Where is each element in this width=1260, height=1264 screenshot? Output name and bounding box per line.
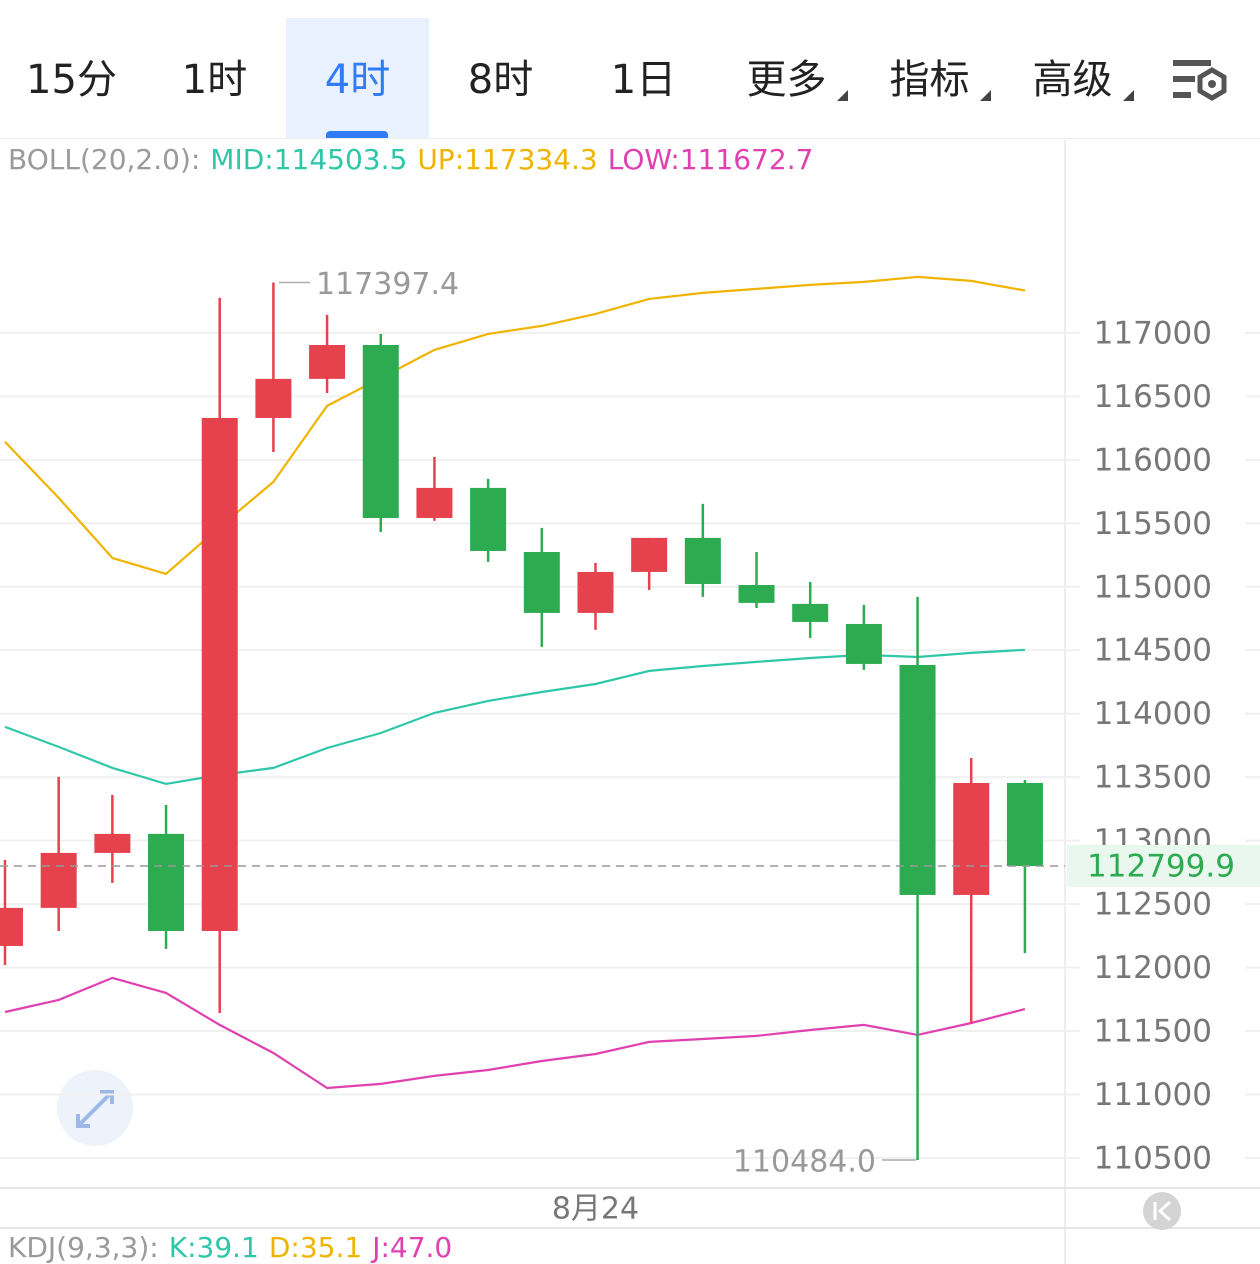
legend-item: LOW:111672.7 [608,143,814,176]
legend: KDJ(9,3,3): K:39.1 D:35.1 J:47.0 [8,1231,452,1264]
candle-body [255,378,292,418]
boll-line [4,648,1025,786]
candle-body [0,907,23,946]
candle-body [523,551,560,613]
y-tick-label: 115500 [1094,506,1212,542]
y-tick-label: 116500 [1094,379,1212,415]
y-tick-label: 113500 [1094,760,1212,796]
legend-item: MID:114503.5 [210,143,407,176]
y-tick-label: 117000 [1094,315,1212,351]
candle-body [953,782,990,895]
tab[interactable]: 15分 [26,57,117,103]
candle-body [416,487,453,518]
candle-body [577,571,614,613]
candle-body [1006,782,1043,867]
legend-item: K:39.1 [169,1231,259,1264]
tab[interactable]: 1日 [610,57,677,103]
candle-body [201,417,238,931]
legend-item: UP:117334.3 [417,143,597,176]
x-tick-label: 8月24 [552,1192,639,1227]
candle-body [94,833,131,853]
y-tick-label: 114500 [1094,633,1212,669]
menu-arrow [1123,90,1134,101]
annotation: 110484.0 [733,1144,876,1179]
y-tick-label: 116000 [1094,442,1212,478]
tab[interactable]: 8时 [467,57,534,103]
timeframe-tabs: 15分 1时 4时 8时 1日 更多 指标 高级 [0,0,1260,139]
tab[interactable]: 更多 [746,57,827,103]
legend-item: BOLL(20,2.0): [8,143,200,176]
annotation: 117397.4 [316,267,459,302]
candle-body [899,664,936,895]
menu-arrow [980,90,991,101]
y-tick-label: 115000 [1094,569,1212,605]
y-tick-label: 110500 [1094,1140,1212,1176]
y-tick-label: 112000 [1094,950,1212,986]
last-price-box [1067,845,1260,888]
y-tick-label: 114000 [1094,696,1212,732]
y-tick-label: 111500 [1094,1013,1212,1049]
legend-item: D:35.1 [269,1231,362,1264]
menu-arrow [837,90,848,101]
legend-item: J:47.0 [370,1231,452,1264]
candle-body [792,603,829,622]
candle-body [309,344,346,379]
candle-body [470,487,507,551]
boll-line [4,976,1026,1090]
last-price-label: 112799.9 [1087,849,1235,885]
legend: BOLL(20,2.0): MID:114503.5 UP:117334.3 LOW:… [8,143,813,176]
y-tick-label: 111000 [1094,1077,1212,1113]
tab[interactable]: 4时 [286,18,429,138]
candle-body [40,852,77,908]
candle-body [845,623,882,664]
settings-icon[interactable] [1170,56,1230,106]
tab[interactable]: 1时 [181,57,248,103]
candle-body [362,344,399,518]
scroll-end-button[interactable] [1143,1192,1181,1230]
boll-line [4,275,1026,576]
candle-body [148,833,185,931]
tab[interactable]: 指标 [889,57,970,103]
candle-body [684,537,721,584]
candle-body [738,584,775,603]
tab[interactable]: 高级 [1032,57,1113,103]
legend-item: KDJ(9,3,3): [8,1231,159,1264]
y-tick-label: 112500 [1094,887,1212,923]
candle-body [631,537,668,572]
expand-button[interactable] [57,1070,133,1146]
